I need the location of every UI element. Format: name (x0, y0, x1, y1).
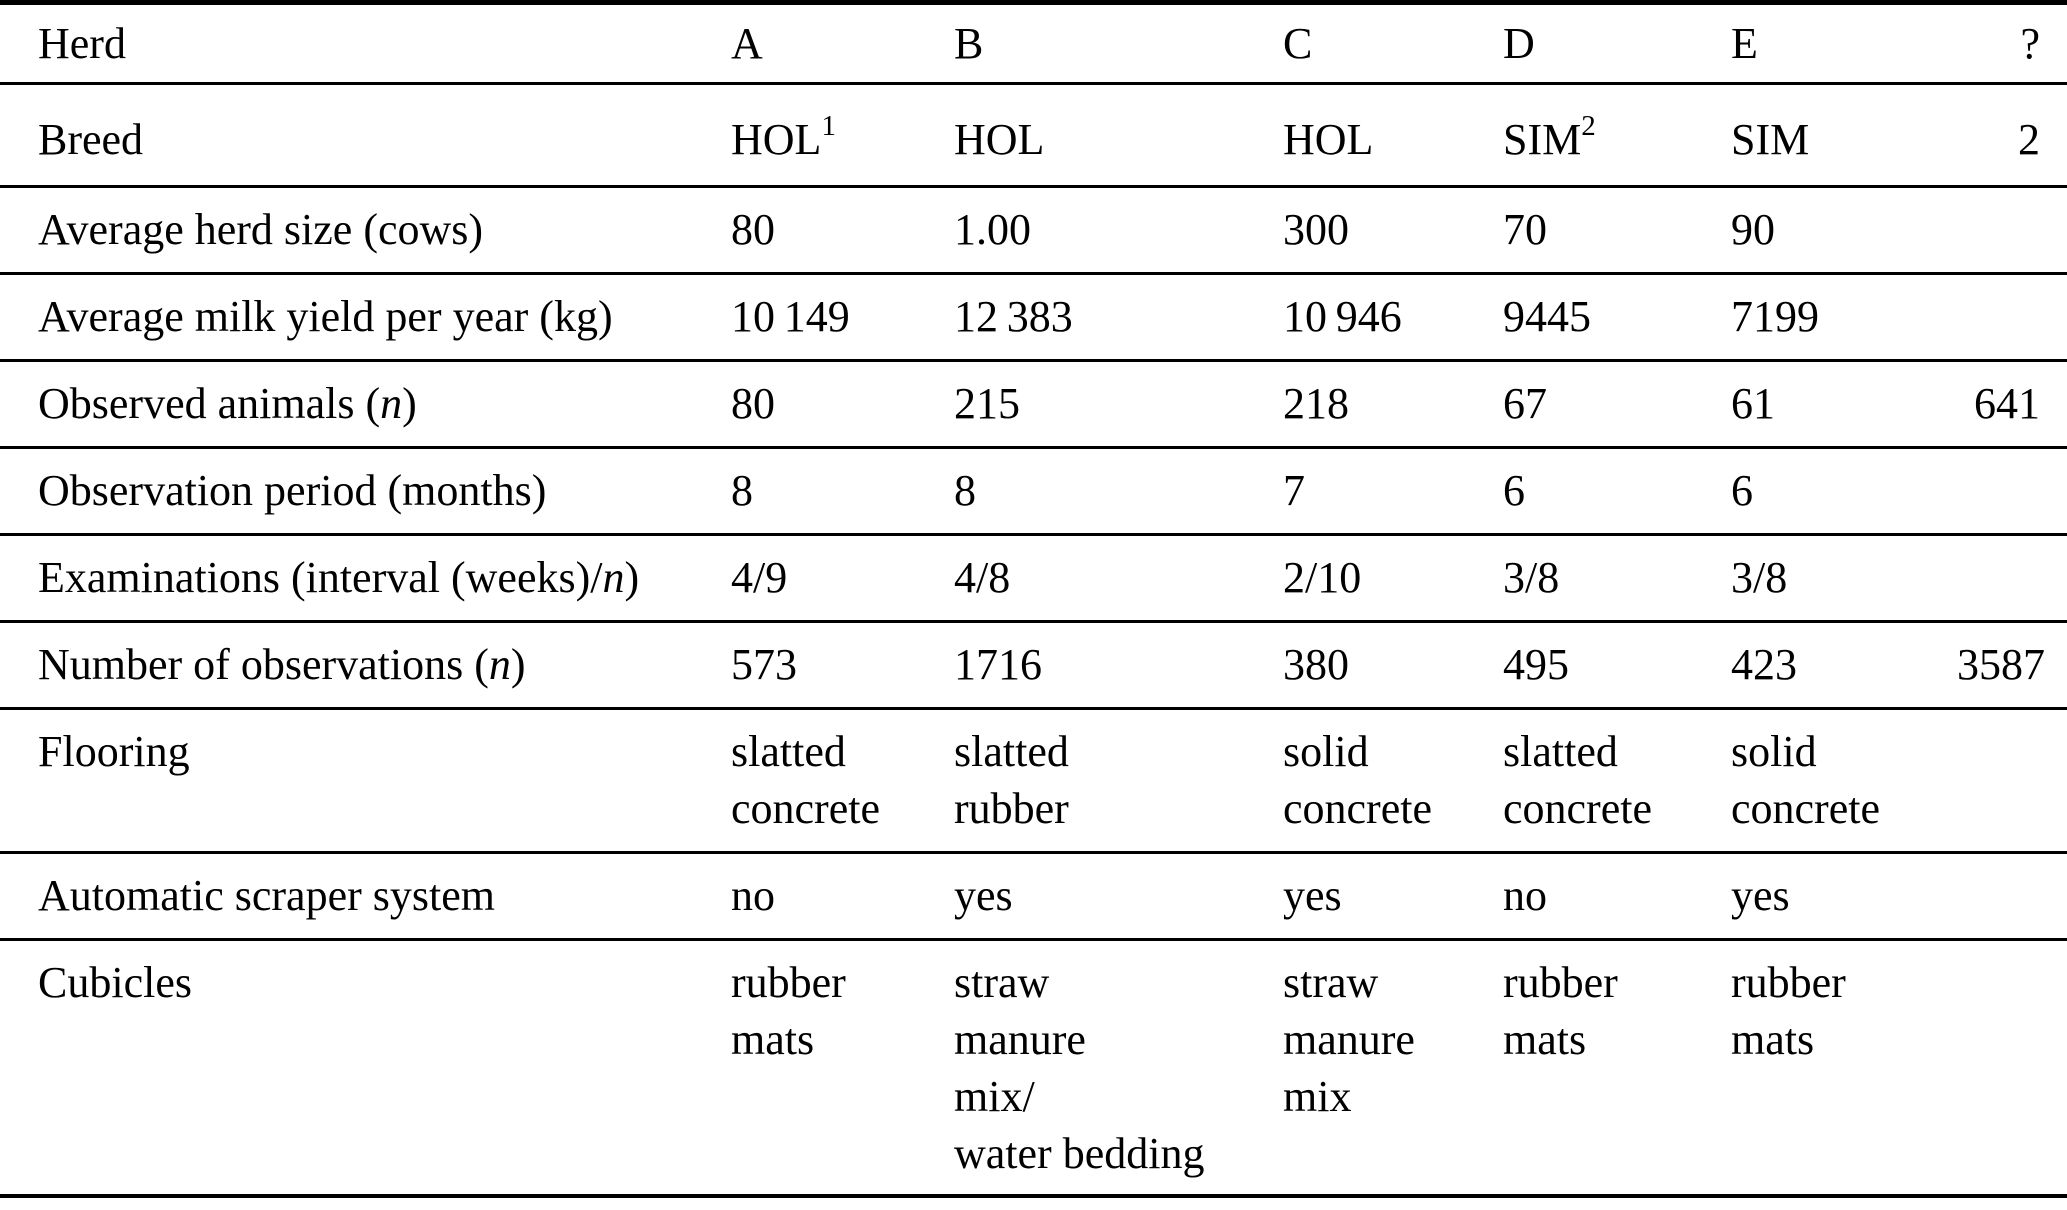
footnote-marker: 2 (1581, 110, 1596, 142)
cell-total (1957, 533, 2067, 622)
row-label: Average milk yield per year (kg) (0, 272, 731, 361)
cell: straw manure mix/ water bedding (954, 938, 1283, 1196)
cell: 67 (1503, 359, 1731, 448)
cell: 90 (1731, 185, 1957, 274)
cell: rubber mats (731, 938, 954, 1196)
cell: 8 (954, 446, 1283, 535)
cell: 80 (731, 185, 954, 274)
breed-cell-a: HOL1 (731, 82, 954, 187)
table-row-milk-yield: Average milk yield per year (kg) 10 149 … (0, 272, 2067, 361)
cell: slatted concrete (731, 707, 954, 853)
cell: 61 (1731, 359, 1957, 448)
cell: 2/10 (1283, 533, 1503, 622)
cell: yes (1283, 851, 1503, 940)
cell: 10 946 (1283, 272, 1503, 361)
row-label: Flooring (0, 707, 731, 853)
cell: 573 (731, 620, 954, 709)
breed-value: SIM (1503, 115, 1582, 164)
cell: solid concrete (1731, 707, 1957, 853)
cell: 4/8 (954, 533, 1283, 622)
row-label: Number of observations (n) (0, 620, 731, 709)
breed-value: HOL (1283, 115, 1374, 164)
cell: rubber mats (1731, 938, 1957, 1196)
cell: 10 149 (731, 272, 954, 361)
table-row-examinations: Examinations (interval (weeks)/n) 4/9 4/… (0, 533, 2067, 622)
cell: 1716 (954, 620, 1283, 709)
col-header-total: ? (2020, 19, 2040, 68)
cell: 3/8 (1503, 533, 1731, 622)
cell: 6 (1731, 446, 1957, 535)
cell-total (1957, 851, 2067, 940)
cell: 4/9 (731, 533, 954, 622)
breed-cell-total: 2 (1957, 82, 2067, 187)
col-header-a: A (731, 19, 763, 68)
cell: slatted rubber (954, 707, 1283, 853)
breed-row: Breed HOL1 HOL HOL SIM2 SIM 2 (0, 82, 2067, 187)
cell-total (1957, 185, 2067, 274)
breed-cell-c: HOL (1283, 82, 1503, 187)
cell: no (731, 851, 954, 940)
cell-total (1957, 707, 2067, 853)
cell-total: 641 (1957, 359, 2067, 448)
col-header-b: B (954, 19, 984, 68)
breed-cell-b: HOL (954, 82, 1283, 187)
row-label: Observation period (months) (0, 446, 731, 535)
table-row-herd-size: Average herd size (cows) 80 1.00 300 70 … (0, 185, 2067, 274)
cell: yes (954, 851, 1283, 940)
cell-total (1957, 272, 2067, 361)
cell: 300 (1283, 185, 1503, 274)
breed-cell-d: SIM2 (1503, 82, 1731, 187)
breed-cell-e: SIM (1731, 82, 1957, 187)
col-header-c: C (1283, 19, 1313, 68)
cell: 215 (954, 359, 1283, 448)
cell: 423 (1731, 620, 1957, 709)
breed-value: HOL (731, 115, 822, 164)
cell: 12 383 (954, 272, 1283, 361)
breed-value: HOL (954, 115, 1045, 164)
row-label: Average herd size (cows) (0, 185, 731, 274)
row-label: Observed animals (n) (0, 359, 731, 448)
col-header-d: D (1503, 19, 1535, 68)
cell: 3/8 (1731, 533, 1957, 622)
cell: 218 (1283, 359, 1503, 448)
cell: 80 (731, 359, 954, 448)
table-row-cubicles: Cubicles rubber mats straw manure mix/ w… (0, 938, 2067, 1196)
cell: 1.00 (954, 185, 1283, 274)
footnote-marker: 1 (821, 110, 836, 142)
row-label: Examinations (interval (weeks)/n) (0, 533, 731, 622)
table-row-scraper-system: Automatic scraper system no yes yes no y… (0, 851, 2067, 940)
cell-total (1957, 446, 2067, 535)
cell: 9445 (1503, 272, 1731, 361)
cell: rubber mats (1503, 938, 1731, 1196)
table-row-observed-animals: Observed animals (n) 80 215 218 67 61 64… (0, 359, 2067, 448)
header-row: Herd A B C D E ? (0, 3, 2067, 84)
cell: 7199 (1731, 272, 1957, 361)
cell: slatted concrete (1503, 707, 1731, 853)
row-label-herd: Herd (38, 19, 126, 68)
table-row-number-observations: Number of observations (n) 573 1716 380 … (0, 620, 2067, 709)
cell: 8 (731, 446, 954, 535)
row-label: Cubicles (0, 938, 731, 1196)
cell: 7 (1283, 446, 1503, 535)
cell: 70 (1503, 185, 1731, 274)
breed-value: 2 (2018, 115, 2040, 164)
col-header-e: E (1731, 19, 1758, 68)
cell-total: 3587 (1957, 620, 2067, 709)
cell: yes (1731, 851, 1957, 940)
cell: no (1503, 851, 1731, 940)
cell-total (1957, 938, 2067, 1196)
row-label: Automatic scraper system (0, 851, 731, 940)
breed-value: SIM (1731, 115, 1810, 164)
table-row-observation-period: Observation period (months) 8 8 7 6 6 (0, 446, 2067, 535)
cell: 6 (1503, 446, 1731, 535)
cell: solid concrete (1283, 707, 1503, 853)
cell: straw manure mix (1283, 938, 1503, 1196)
table-row-flooring: Flooring slatted concrete slatted rubber… (0, 707, 2067, 853)
cell: 380 (1283, 620, 1503, 709)
cell: 495 (1503, 620, 1731, 709)
row-label-breed: Breed (0, 82, 731, 187)
